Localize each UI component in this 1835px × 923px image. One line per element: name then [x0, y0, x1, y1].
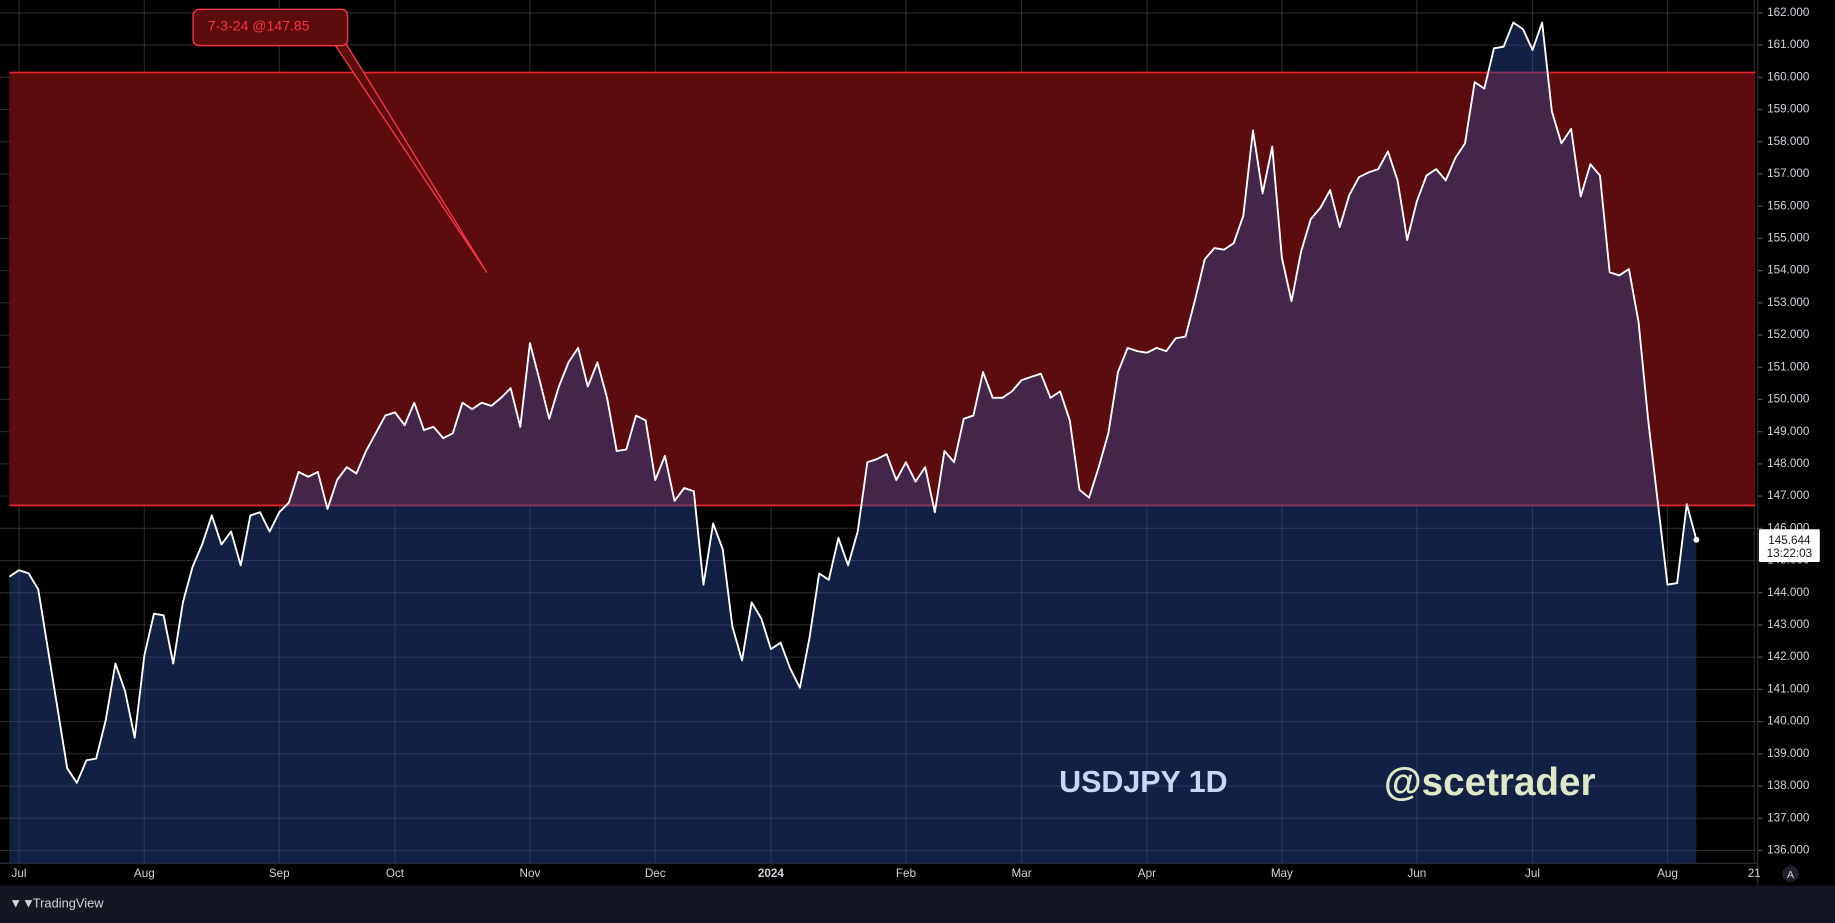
y-tick-label: 143.000 — [1767, 618, 1810, 631]
y-tick-label: 161.000 — [1767, 38, 1810, 51]
y-tick-label: 151.000 — [1767, 360, 1810, 373]
x-tick-label: Jun — [1407, 867, 1426, 880]
countdown: 13:22:03 — [1767, 547, 1813, 560]
x-tick-label: 21 — [1748, 867, 1761, 880]
x-tick-label: 2024 — [758, 867, 785, 880]
y-tick-label: 144.000 — [1767, 586, 1810, 599]
x-tick-label: Feb — [896, 867, 917, 880]
y-tick-label: 152.000 — [1767, 328, 1810, 341]
last-point — [1693, 536, 1700, 543]
time-axis — [0, 863, 1756, 886]
watermark: @scetrader — [1384, 761, 1596, 804]
x-axis: Jul Aug Sep Oct Nov Dec 2024 Feb Mar Apr May Jun Jul… — [12, 867, 1761, 880]
y-tick-label: 153.000 — [1767, 296, 1810, 309]
brand-logo: ▼▼ — [9, 896, 34, 911]
x-tick-label: May — [1271, 867, 1293, 880]
x-tick-label: Dec — [645, 867, 666, 880]
x-tick-label: Sep — [269, 867, 290, 880]
x-tick-label: Apr — [1138, 867, 1156, 880]
y-tick-label: 155.000 — [1767, 231, 1810, 244]
x-tick-label: Aug — [134, 867, 155, 880]
y-tick-label: 162.000 — [1767, 6, 1810, 19]
y-tick-label: 141.000 — [1767, 682, 1810, 695]
y-tick-label: 154.000 — [1767, 264, 1810, 277]
y-tick-label: 138.000 — [1767, 779, 1810, 792]
x-tick-label: Mar — [1012, 867, 1032, 880]
x-tick-label: Jul — [12, 867, 27, 880]
y-tick-label: 140.000 — [1767, 715, 1810, 728]
area — [9, 22, 1697, 864]
y-tick-label: 147.000 — [1767, 489, 1810, 502]
price-line — [8, 21, 1698, 784]
brand: TradingView — [33, 896, 104, 911]
y-tick-label: 156.000 — [1767, 199, 1810, 212]
y-axis: 136.000 137.000 138.000 139.000 140.000 141.0… — [1757, 6, 1810, 857]
annotation-text: 7-3-24 @147.85 — [208, 18, 310, 34]
y-tick-label: 160.000 — [1767, 70, 1810, 83]
auto-scale-label[interactable]: A — [1787, 869, 1794, 881]
y-tick-label: 139.000 — [1767, 747, 1810, 760]
y-tick-label: 149.000 — [1767, 425, 1810, 438]
chart-title: USDJPY 1D — [1059, 765, 1227, 799]
y-tick-label: 150.000 — [1767, 393, 1810, 406]
x-tick-label: Nov — [520, 867, 541, 880]
annotation: 7-3-24 @147.85 — [192, 8, 488, 273]
plot — [8, 21, 1700, 864]
footer — [0, 885, 1835, 923]
x-tick-label: Aug — [1657, 867, 1678, 880]
y-tick-label: 157.000 — [1767, 167, 1810, 180]
last-price-box — [1758, 529, 1820, 563]
y-tick-label: 159.000 — [1767, 103, 1810, 116]
last-price-label: 145.644 — [1768, 534, 1811, 547]
auto-scale-button[interactable] — [1782, 865, 1799, 883]
price-axis — [1755, 0, 1835, 886]
annotation-box — [192, 8, 349, 47]
y-tick-label: 137.000 — [1767, 811, 1810, 824]
y-tick-label: 148.000 — [1767, 457, 1810, 470]
x-tick-label: Jul — [1525, 867, 1540, 880]
y-tick-label: 142.000 — [1767, 650, 1810, 663]
x-tick-label: Oct — [386, 867, 405, 880]
y-tick-label: 158.000 — [1767, 135, 1810, 148]
y-tick-label: 136.000 — [1767, 844, 1810, 857]
